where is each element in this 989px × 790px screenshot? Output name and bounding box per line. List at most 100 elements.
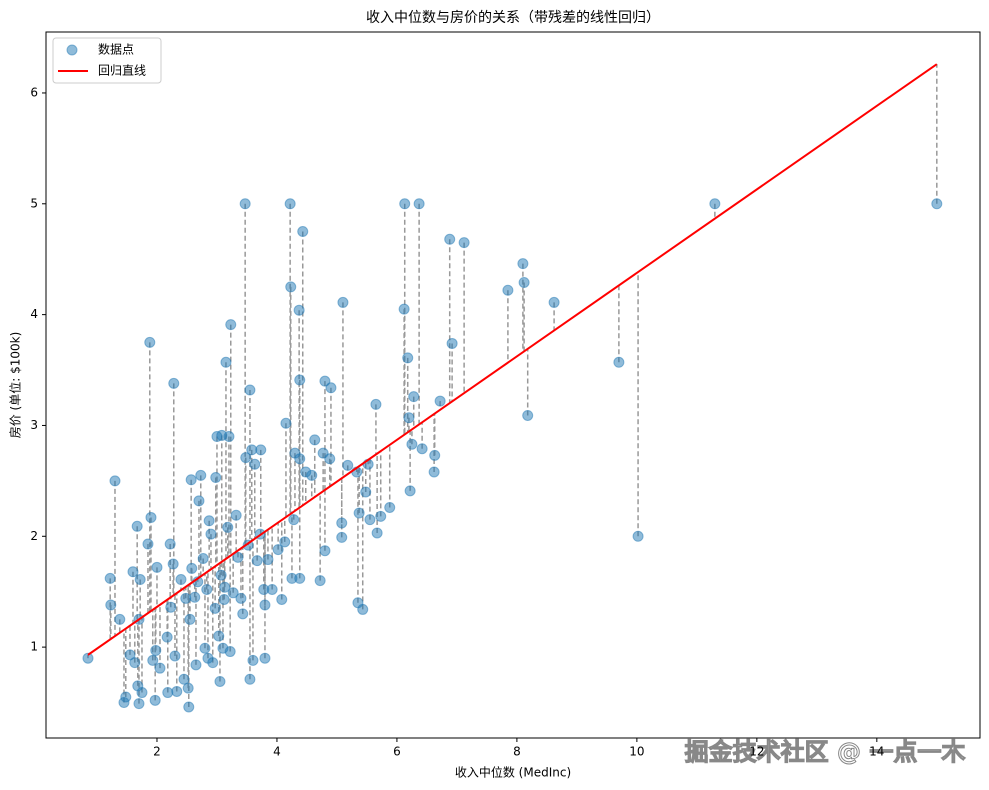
x-axis-label: 收入中位数 (MedInc) xyxy=(455,765,571,780)
watermark: 掘金技术社区 @ 一点一木 xyxy=(685,738,967,766)
data-point xyxy=(429,449,441,461)
data-point xyxy=(262,554,274,566)
data-point xyxy=(444,233,456,245)
data-point xyxy=(199,642,211,654)
data-point xyxy=(517,258,529,270)
data-point xyxy=(201,583,213,595)
data-point xyxy=(114,613,126,625)
data-point xyxy=(337,296,349,308)
data-point xyxy=(384,501,396,513)
data-point xyxy=(284,198,296,210)
data-point xyxy=(402,352,414,364)
x-tick-label: 4 xyxy=(273,745,281,759)
data-point xyxy=(168,377,180,389)
data-point xyxy=(353,507,365,519)
data-point xyxy=(127,566,139,578)
data-point xyxy=(931,198,943,210)
data-point xyxy=(251,555,263,567)
data-point xyxy=(247,654,259,666)
data-point xyxy=(136,687,148,699)
data-point xyxy=(207,657,219,669)
data-point xyxy=(306,469,318,481)
data-point xyxy=(210,472,222,484)
data-point xyxy=(336,517,348,529)
data-point xyxy=(293,304,305,316)
data-point xyxy=(193,495,205,507)
data-point xyxy=(82,652,94,664)
data-point xyxy=(197,552,209,564)
data-point xyxy=(149,694,161,706)
data-point xyxy=(446,337,458,349)
data-point xyxy=(185,474,197,486)
data-point xyxy=(189,591,201,603)
y-tick-label: 2 xyxy=(30,529,38,543)
data-point xyxy=(182,682,194,694)
y-tick-label: 4 xyxy=(30,307,38,321)
data-point xyxy=(280,417,292,429)
data-point xyxy=(109,475,121,487)
data-point xyxy=(259,652,271,664)
data-point xyxy=(219,581,231,593)
data-point xyxy=(220,356,232,368)
plot-area xyxy=(45,31,981,739)
x-tick-label: 12 xyxy=(749,745,764,759)
data-point xyxy=(162,687,174,699)
data-point xyxy=(104,572,116,584)
y-axis-label: 房价 (单位: $100k) xyxy=(8,332,23,439)
data-point xyxy=(235,592,247,604)
data-point xyxy=(230,509,242,521)
data-point xyxy=(184,613,196,625)
data-point xyxy=(203,515,215,527)
data-point xyxy=(249,458,261,470)
data-point xyxy=(403,412,415,424)
data-point xyxy=(147,654,159,666)
data-point xyxy=(120,691,132,703)
data-point xyxy=(222,521,234,533)
data-point xyxy=(213,630,225,642)
data-point xyxy=(613,356,625,368)
data-point xyxy=(314,575,326,587)
data-point xyxy=(324,453,336,465)
data-point xyxy=(224,646,236,658)
data-point xyxy=(154,662,166,674)
y-tick-label: 6 xyxy=(30,85,38,99)
data-point xyxy=(325,382,337,394)
data-point xyxy=(342,459,354,471)
data-point xyxy=(360,486,372,498)
data-point xyxy=(218,593,230,605)
data-point xyxy=(522,409,534,421)
data-point xyxy=(232,551,244,563)
data-point xyxy=(413,198,425,210)
data-point xyxy=(297,225,309,237)
data-point xyxy=(404,485,416,497)
data-point xyxy=(632,530,644,542)
data-point xyxy=(240,452,252,464)
data-point xyxy=(434,395,446,407)
y-tick-label: 1 xyxy=(30,640,38,654)
x-tick-label: 14 xyxy=(869,745,884,759)
data-point xyxy=(398,303,410,315)
x-tick-label: 10 xyxy=(629,745,644,759)
data-point xyxy=(151,561,163,573)
data-point xyxy=(244,384,256,396)
legend-label: 回归直线 xyxy=(98,64,146,78)
data-point xyxy=(336,531,348,543)
data-point xyxy=(279,536,291,548)
data-point xyxy=(161,631,173,643)
data-point xyxy=(309,434,321,446)
regression-line xyxy=(87,63,938,656)
data-point xyxy=(408,391,420,403)
data-point xyxy=(288,514,300,526)
data-point xyxy=(205,528,217,540)
data-point xyxy=(285,281,297,293)
data-point xyxy=(237,608,249,620)
data-point xyxy=(150,644,162,656)
data-point xyxy=(195,469,207,481)
data-point xyxy=(319,545,331,557)
data-point xyxy=(131,520,143,532)
data-point xyxy=(709,198,721,210)
data-point xyxy=(428,466,440,478)
data-point xyxy=(272,544,284,556)
x-tick-label: 8 xyxy=(513,745,521,759)
